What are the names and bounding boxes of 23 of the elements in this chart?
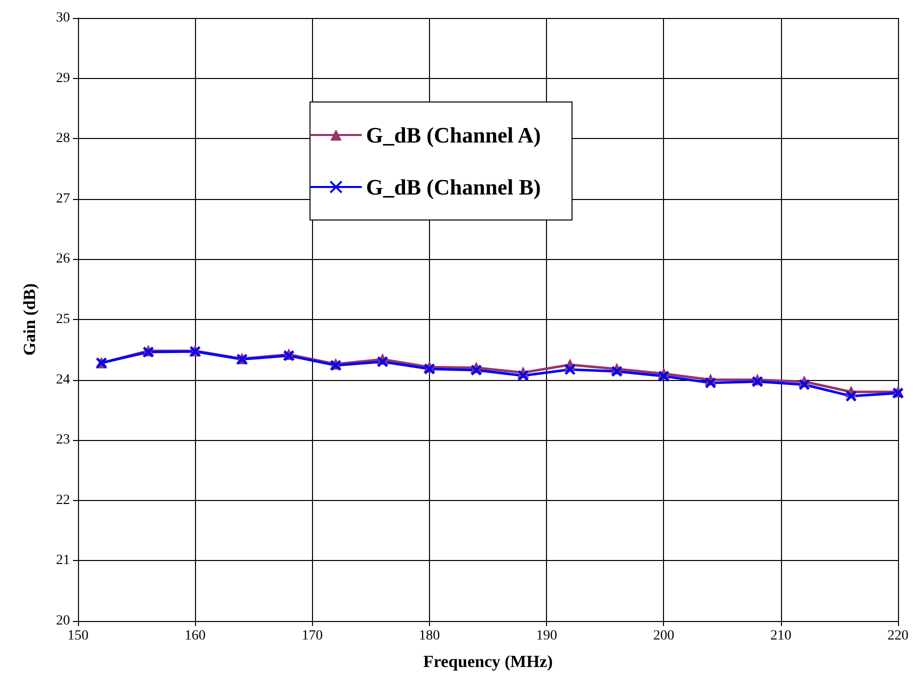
y-tick-label: 26 bbox=[56, 252, 70, 267]
x-tick-label: 220 bbox=[888, 628, 908, 644]
y-tick-label: 25 bbox=[56, 312, 70, 327]
y-tick-label: 28 bbox=[56, 131, 70, 146]
y-tick-label: 29 bbox=[56, 70, 70, 86]
x-tick-label: 210 bbox=[770, 628, 792, 644]
x-tick-label: 150 bbox=[68, 628, 88, 644]
y-axis-title: Gain (dB) bbox=[20, 283, 39, 356]
x-tick-label: 190 bbox=[536, 628, 558, 644]
y-tick-label: 22 bbox=[56, 492, 70, 508]
y-tick-label: 24 bbox=[56, 372, 70, 388]
legend-label: G_dB (Channel B) bbox=[366, 174, 541, 200]
x-tick-label: 180 bbox=[418, 628, 440, 644]
y-tick-label: 27 bbox=[56, 191, 70, 206]
y-tick-label: 30 bbox=[56, 10, 70, 26]
y-tick-label: 20 bbox=[56, 614, 70, 628]
x-tick-label: 160 bbox=[184, 628, 206, 644]
y-tick-label: 23 bbox=[56, 432, 70, 448]
x-tick-label: 170 bbox=[302, 628, 323, 644]
legend-label: G_dB (Channel A) bbox=[366, 122, 541, 148]
y-tick-label: 21 bbox=[56, 553, 70, 568]
x-tick-label: 200 bbox=[653, 628, 674, 644]
x-axis-title: Frequency (MHz) bbox=[423, 652, 553, 671]
